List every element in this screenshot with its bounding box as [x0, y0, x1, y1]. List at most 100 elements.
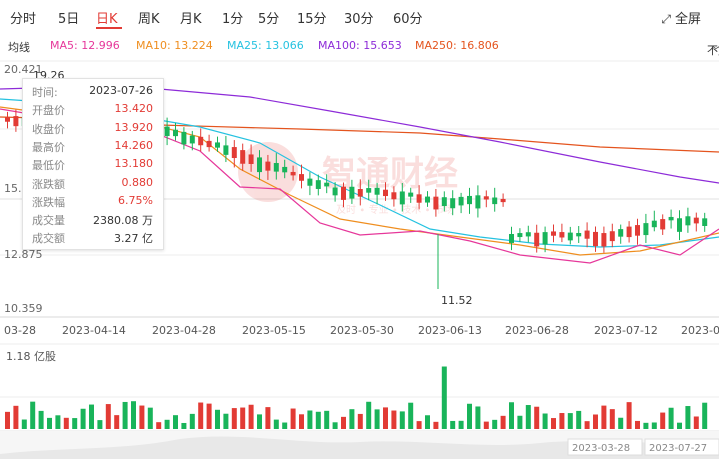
candle — [299, 174, 304, 181]
candle — [324, 182, 330, 187]
candle — [332, 187, 338, 196]
candle — [635, 225, 640, 236]
candle — [307, 178, 313, 186]
tooltip-value: 13.420 — [114, 102, 154, 116]
volume-bar — [559, 413, 565, 429]
candle — [509, 234, 514, 243]
kline-chart[interactable]: 智通财经 及时 ∙ 专业 ∙ 技术 ∙ 市场 20.421 15. 12.875… — [0, 59, 719, 459]
candle — [215, 142, 220, 148]
volume-bar — [668, 407, 674, 429]
candle — [366, 188, 372, 193]
volume-bar — [282, 422, 288, 429]
tab-9[interactable]: 60分 — [393, 12, 423, 27]
volume-bar — [702, 402, 708, 429]
volume-bar — [576, 410, 582, 429]
candle — [475, 195, 481, 209]
volume-bar — [643, 422, 649, 429]
volume-bar — [441, 366, 447, 429]
tab-3[interactable]: 周K — [138, 12, 160, 27]
volume-bar — [693, 416, 699, 429]
volume-bar — [609, 409, 615, 429]
candle — [458, 196, 464, 206]
volume-bar — [399, 411, 405, 429]
tab-8[interactable]: 30分 — [344, 12, 374, 27]
tooltip-row: 成交量 2380.08 万 — [23, 212, 163, 230]
date-label: 2023-07-12 — [594, 324, 658, 337]
volume-bar — [534, 406, 540, 429]
candle — [349, 186, 355, 199]
candle — [677, 218, 682, 232]
candle — [651, 220, 657, 228]
candle — [282, 166, 288, 173]
volume-bar — [156, 422, 162, 429]
tooltip-key: 时间: — [32, 86, 58, 99]
candle — [399, 191, 405, 205]
candle — [273, 163, 279, 172]
candle — [341, 186, 346, 200]
volume-bar — [164, 419, 170, 429]
candle — [231, 147, 237, 159]
tooltip-row: 涨跌幅 6.75% — [23, 194, 163, 212]
active-tab-indicator — [96, 27, 122, 29]
volume-bar — [467, 403, 472, 429]
candle — [416, 194, 422, 203]
candle — [660, 219, 666, 230]
candle — [5, 117, 10, 122]
tooltip-key: 成交量 — [32, 214, 65, 228]
ma5-value: MA5: 12.996 — [50, 39, 120, 52]
volume-bar — [525, 405, 531, 429]
price-axis: 20.421 15. 12.875 10.359 — [4, 63, 43, 315]
candle — [517, 233, 523, 238]
candle — [240, 150, 246, 164]
candle — [559, 232, 565, 238]
tooltip-key: 成交额 — [32, 232, 65, 246]
tab-7[interactable]: 15分 — [297, 12, 327, 27]
candle — [408, 192, 414, 197]
candle — [198, 136, 204, 146]
candle — [206, 140, 212, 148]
candle — [551, 231, 556, 236]
volume-bar — [231, 408, 237, 429]
tab-0[interactable]: 分时 — [10, 12, 37, 27]
candle — [257, 157, 262, 173]
volume-bar — [273, 419, 279, 429]
volume-bar — [80, 408, 86, 429]
price-label-3: 12.875 — [4, 248, 43, 261]
volume-axis-label: 1.18 亿股 — [6, 350, 56, 363]
volume-bar — [542, 413, 548, 429]
candle — [542, 232, 548, 245]
period-tabs: 分时 5日 日K 周K 月K 1分 5分 15分 30分 60分 — [0, 0, 719, 34]
volume-bar — [290, 408, 296, 429]
volume-bar — [181, 422, 187, 429]
ma250-value: MA250: 16.806 — [415, 39, 499, 52]
tab-4[interactable]: 月K — [180, 12, 202, 27]
volume-bar — [189, 413, 195, 429]
tooltip-row: 最高价 14.260 — [23, 139, 163, 157]
volume-bar — [618, 417, 624, 429]
volume-bar — [458, 420, 464, 429]
expand-icon: ⤢ — [661, 12, 671, 26]
candle — [702, 218, 708, 226]
tab-6[interactable]: 5分 — [258, 12, 280, 27]
fullscreen-button[interactable]: ⤢ 全屏 — [661, 8, 701, 27]
volume-bar — [248, 404, 254, 429]
candle — [601, 233, 607, 247]
candle — [290, 171, 296, 176]
candle — [315, 180, 321, 189]
candle — [618, 229, 624, 237]
volume-bar — [677, 422, 682, 429]
ma100-value: MA100: 15.653 — [318, 39, 402, 52]
tab-1[interactable]: 5日 — [58, 12, 80, 27]
adjust-type-label: 不复权 — [707, 44, 719, 57]
tab-5[interactable]: 1分 — [222, 12, 244, 27]
candle — [567, 232, 573, 241]
candle — [357, 189, 363, 197]
volume-bar — [315, 411, 321, 429]
volume-bar — [38, 410, 44, 429]
price-label-bottom: 10.359 — [4, 302, 43, 315]
range-navigator[interactable]: 2023-03-28 2023-07-27 — [0, 431, 719, 459]
tab-2[interactable]: 日K — [96, 12, 118, 27]
candle — [433, 196, 439, 210]
date-label: 2023-05-15 — [242, 324, 306, 337]
date-label: 2023-06-13 — [418, 324, 482, 337]
